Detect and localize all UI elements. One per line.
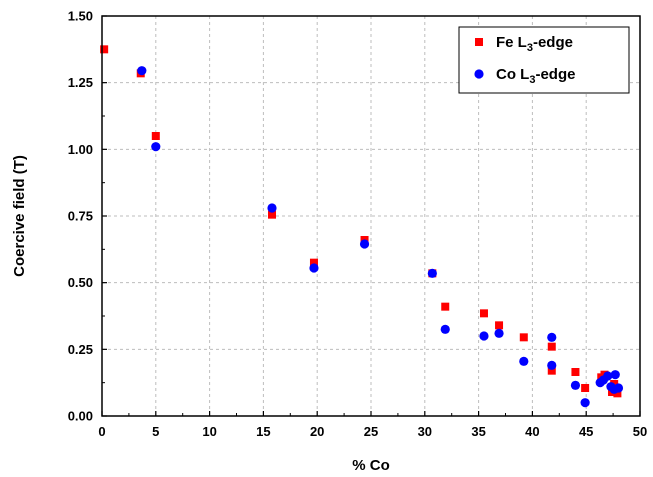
x-tick-label: 10 (202, 424, 216, 439)
data-point-circle (151, 142, 161, 152)
data-point-circle (267, 203, 277, 213)
plot-frame (101, 15, 641, 417)
x-tick-label: 35 (471, 424, 485, 439)
legend-marker-circle (474, 69, 484, 79)
legend-label: Co L3-edge (496, 66, 575, 86)
data-point-circle (610, 370, 620, 380)
data-point-square (547, 366, 556, 375)
data-point-circle (309, 263, 319, 273)
y-tick-label: 0.75 (68, 209, 93, 224)
y-axis-title: Coercive field (T) (11, 155, 28, 277)
data-point-circle (570, 380, 581, 390)
data-point-circle (440, 324, 450, 334)
legend-marker-square (475, 38, 483, 46)
data-point-square (519, 333, 528, 342)
y-tick-label: 1.50 (68, 9, 93, 24)
x-tick-label: 45 (579, 424, 593, 439)
data-point-square (547, 342, 556, 351)
data-point-square (581, 384, 590, 392)
data-point-square (441, 302, 450, 311)
data-point-circle (603, 371, 613, 381)
data-point-square (479, 309, 488, 318)
x-tick-label: 40 (525, 424, 539, 439)
x-tick-label: 50 (633, 424, 647, 439)
data-point-circle (427, 268, 437, 278)
x-tick-label: 30 (418, 424, 432, 439)
data-point-square (151, 132, 160, 140)
y-tick-label: 1.25 (68, 75, 93, 90)
legend-label: Fe L3-edge (496, 34, 573, 54)
data-point-square (268, 210, 277, 219)
data-point-square (100, 45, 109, 54)
y-tick-label: 1.00 (68, 142, 93, 157)
axis-ticks: 0 5 10 15 20 25 30 35 40 45 50 0.00 0.25 0.50 0.75 1.00… (68, 9, 648, 440)
x-tick-label: 15 (256, 424, 270, 439)
series-0 (100, 45, 622, 398)
data-point-square (613, 389, 622, 398)
data-point-square (571, 368, 580, 376)
data-point-circle (547, 360, 557, 370)
x-axis-title: % Co (352, 457, 390, 474)
x-tick-label: 0 (98, 424, 105, 439)
data-point-circle (479, 331, 489, 341)
y-tick-label: 0.00 (68, 409, 93, 424)
data-point-circle (547, 332, 557, 342)
x-tick-label: 5 (152, 424, 159, 439)
data-point-circle (580, 398, 590, 408)
data-point-circle (359, 239, 370, 249)
x-tick-label: 25 (364, 424, 378, 439)
x-tick-label: 20 (310, 424, 324, 439)
data-point-circle (613, 383, 624, 393)
series-1 (137, 66, 624, 408)
data-point-circle (137, 66, 147, 76)
y-tick-label: 0.50 (68, 275, 93, 290)
data-point-circle (519, 356, 529, 366)
data-point-square (309, 258, 318, 267)
legend-box (458, 26, 630, 94)
legend: Fe L3-edge Co L3-edge (458, 26, 630, 94)
y-tick-label: 0.25 (68, 342, 93, 357)
data-point-circle (494, 328, 504, 338)
data-marks (100, 45, 624, 408)
data-point-square (495, 321, 504, 330)
